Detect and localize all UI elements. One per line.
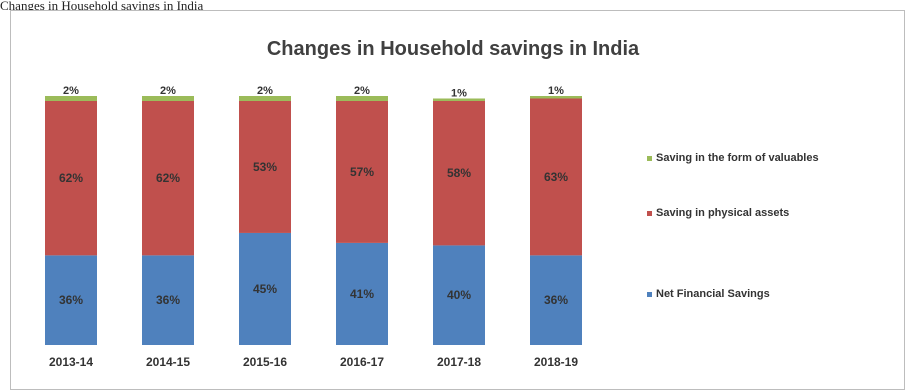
bar-segment [433,100,485,246]
data-label: 2% [160,85,176,97]
data-label: 53% [253,160,277,174]
legend-swatch [647,156,652,161]
chart-title: Changes in Household savings in India [267,38,640,60]
x-tick-label: 2016-17 [340,355,384,369]
data-label: 36% [544,293,568,307]
data-label: 36% [59,293,83,307]
legend: Saving in the form of valuables Saving in… [647,152,819,300]
x-tick-label: 2017-18 [437,355,481,369]
legend-swatch [647,292,652,297]
bar-segment [336,242,388,345]
bar-segment [433,98,485,101]
data-label: 63% [544,170,568,184]
legend-swatch [647,211,652,216]
bar-segment [336,100,388,243]
data-label: 57% [350,165,374,179]
bar-segment [142,255,194,345]
bar-segment [45,255,97,345]
data-label: 41% [350,287,374,301]
data-label: 62% [156,171,180,185]
data-label: 58% [447,166,471,180]
data-label: 2% [257,85,273,97]
data-label: 40% [447,288,471,302]
bar-segment [433,245,485,345]
bar-segment [336,96,388,101]
bars-group [45,96,582,345]
x-axis-tick-labels: 2013-14 2014-15 2015-16 2016-17 2017-18 2018-… [49,355,578,369]
x-tick-label: 2018-19 [534,355,578,369]
x-tick-label: 2015-16 [243,355,287,369]
bar-segment [530,255,582,345]
bar-segment [239,100,291,233]
data-label: 45% [253,282,277,296]
bar-segment [45,96,97,101]
bar-segment [530,98,582,256]
data-label: 1% [548,85,564,97]
data-label: 2% [354,85,370,97]
bar-segment [239,96,291,101]
x-tick-label: 2013-14 [49,355,93,369]
data-labels-group: 36% 62% 2% 36% 62% 2% 45% 53% 2% 41% 57% 2% 40% 58% 1%… [59,85,568,307]
bar-segment [142,100,194,256]
bar-segment [530,96,582,99]
bar-segment [239,232,291,345]
caption-text: Changes in Household savings in India [0,0,204,12]
x-tick-label: 2014-15 [146,355,190,369]
legend-label: Saving in the form of valuables [656,152,819,164]
data-label: 1% [451,87,467,99]
bar-segment [142,96,194,101]
legend-label: Saving in physical assets [656,207,789,219]
data-label: 36% [156,293,180,307]
stacked-bar-chart: Changes in Household savings in India 36… [45,38,819,369]
data-label: 2% [63,85,79,97]
legend-label: Net Financial Savings [656,288,770,300]
data-label: 62% [59,171,83,185]
bar-segment [45,100,97,256]
